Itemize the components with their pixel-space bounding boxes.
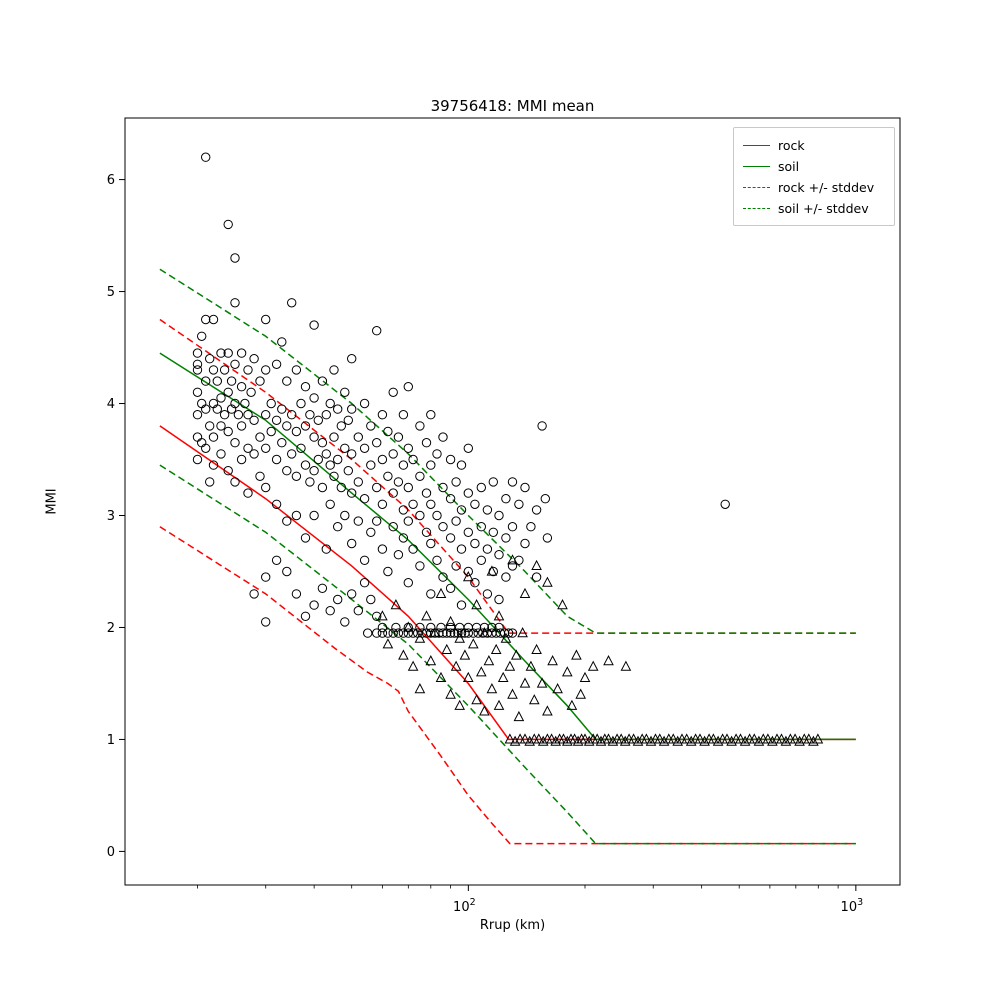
svg-text:5: 5 — [107, 285, 115, 300]
svg-text:6: 6 — [107, 173, 115, 188]
svg-text:2: 2 — [107, 621, 115, 636]
chart-title: 39756418: MMI mean — [430, 97, 595, 115]
legend-item-label: soil +/- stddev — [778, 201, 869, 216]
svg-text:103: 103 — [841, 897, 864, 915]
legend-item-label: rock +/- stddev — [778, 180, 875, 195]
svg-text:0: 0 — [107, 845, 115, 860]
legend-item: soil — [743, 156, 885, 177]
svg-text:3: 3 — [107, 509, 115, 524]
legend-item: rock +/- stddev — [743, 177, 885, 198]
legend-line-sample-rock — [743, 145, 770, 146]
legend-line-sample-soil — [743, 166, 770, 167]
legend-item: rock — [743, 135, 885, 156]
y-axis-label: MMI — [44, 488, 60, 515]
legend-line-sample-rock-stddev — [743, 187, 770, 188]
svg-text:4: 4 — [107, 397, 115, 412]
legend-item: soil +/- stddev — [743, 198, 885, 219]
legend: rock soil rock +/- stddev soil +/- stdde… — [733, 127, 895, 226]
x-axis-label: Rrup (km) — [479, 918, 546, 933]
legend-item-label: rock — [778, 138, 805, 153]
legend-line-sample-soil-stddev — [743, 208, 770, 209]
svg-text:102: 102 — [453, 897, 476, 915]
svg-text:1: 1 — [107, 733, 115, 748]
legend-item-label: soil — [778, 159, 800, 174]
